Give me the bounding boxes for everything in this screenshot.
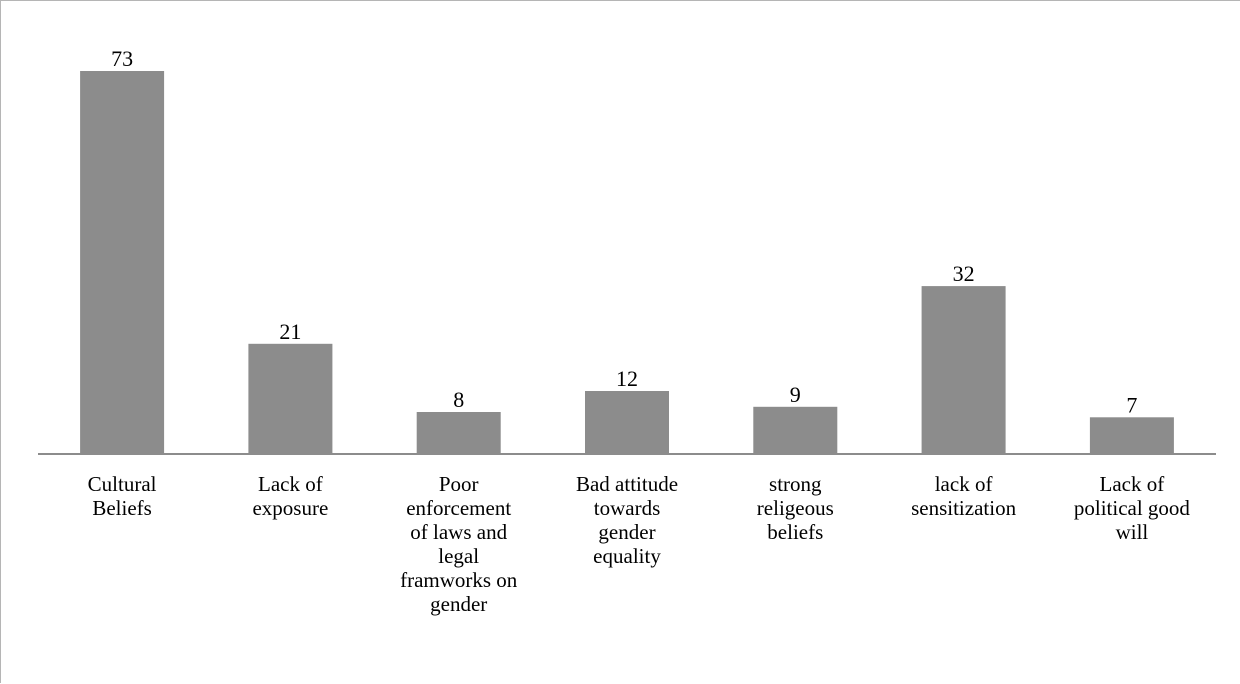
category-label-line: exposure (252, 496, 328, 520)
bar-4 (753, 406, 838, 454)
category-label-6: Lack of political good will (1074, 472, 1191, 544)
category-label-line: Cultural (88, 472, 157, 496)
data-label-3: 12 (616, 366, 638, 391)
category-label-line: Beliefs (92, 496, 151, 520)
category-label-line: lack of (935, 472, 993, 496)
category-label-line: Lack of (258, 472, 323, 496)
category-label-line: gender (598, 520, 655, 544)
bar-0 (80, 71, 165, 454)
bar-5 (921, 286, 1006, 454)
data-label-2: 8 (453, 387, 464, 412)
category-label-line: sensitization (911, 496, 1016, 520)
category-label-line: Bad attitude (576, 472, 678, 496)
category-label-line: towards (594, 496, 661, 520)
bar-6 (1089, 417, 1174, 454)
category-label-line: religeous (757, 496, 834, 520)
category-label-line: legal (438, 544, 479, 568)
category-label-line: equality (593, 544, 661, 568)
category-label-5: lack of sensitization (911, 472, 1016, 520)
category-label-line: strong (769, 472, 822, 496)
data-label-0: 73 (111, 46, 133, 71)
data-label-6: 7 (1126, 392, 1137, 417)
value-labels-layer: 73 21 8 12 9 32 7 (111, 46, 1137, 417)
category-label-line: gender (430, 592, 487, 616)
category-label-line: enforcement (406, 496, 511, 520)
category-label-line: framworks on (400, 568, 518, 592)
category-label-2: Poor enforcement of laws and legal framworks… (400, 472, 518, 616)
category-label-3: Bad attitude towards gender equality (576, 472, 678, 568)
category-label-line: Lack of (1100, 472, 1165, 496)
category-label-line: will (1116, 520, 1149, 544)
category-label-4: strong religeous beliefs (757, 472, 834, 544)
bars-layer (80, 71, 1174, 454)
data-label-4: 9 (790, 382, 801, 407)
data-label-5: 32 (953, 261, 975, 286)
category-label-line: beliefs (767, 520, 823, 544)
bar-2 (416, 412, 501, 454)
category-label-line: of laws and (410, 520, 507, 544)
data-label-1: 21 (279, 319, 301, 344)
category-label-line: political good (1074, 496, 1191, 520)
category-label-0: Cultural Beliefs (88, 472, 157, 520)
bar-1 (248, 343, 333, 454)
bar-3 (585, 391, 669, 454)
category-label-1: Lack of exposure (252, 472, 328, 520)
category-label-line: Poor (439, 472, 479, 496)
